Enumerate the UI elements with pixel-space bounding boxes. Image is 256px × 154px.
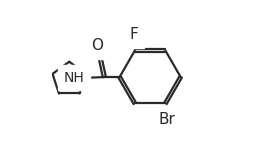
Text: O: O xyxy=(91,38,103,53)
Text: Br: Br xyxy=(158,112,175,127)
Text: F: F xyxy=(130,27,138,42)
Text: NH: NH xyxy=(64,71,84,85)
